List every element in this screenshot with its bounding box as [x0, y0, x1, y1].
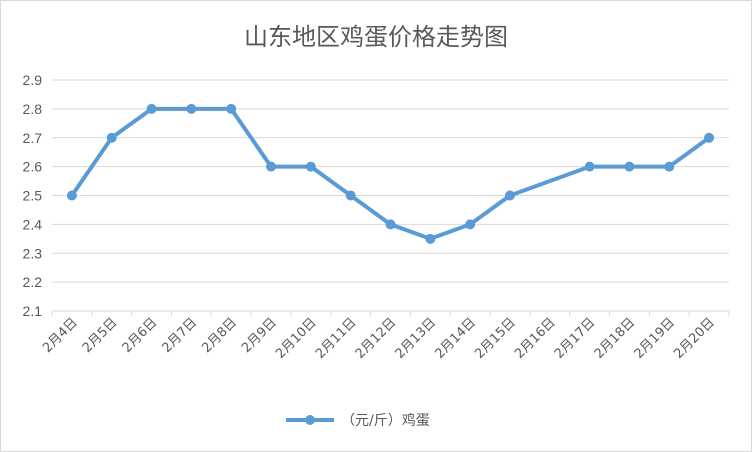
data-point	[106, 132, 117, 143]
series-egg-price	[66, 103, 715, 244]
x-tick-label: 2月5日	[80, 315, 121, 356]
x-tick-label: 2月14日	[432, 315, 479, 362]
chart-title: 山东地区鸡蛋价格走势图	[244, 23, 508, 51]
data-point	[624, 161, 635, 172]
data-point	[345, 190, 356, 201]
y-tick-label: 2.4	[23, 216, 43, 232]
data-point	[305, 161, 316, 172]
legend: （元/斤）鸡蛋	[286, 412, 430, 429]
data-point	[425, 233, 436, 244]
x-tick-label: 2月12日	[353, 315, 400, 362]
x-axis-tick-labels: 2月4日 2月5日 2月6日 2月7日 2月8日 2月9日2月10日2月11日2月12日2…	[40, 315, 718, 362]
x-axis	[51, 310, 730, 316]
data-point	[146, 103, 157, 114]
data-point	[584, 161, 595, 172]
x-tick-label: 2月10日	[273, 315, 320, 362]
x-tick-label: 2月7日	[160, 315, 201, 356]
legend-entry-egg-price: （元/斤）鸡蛋	[341, 412, 430, 429]
y-tick-label: 2.5	[23, 188, 43, 204]
x-tick-label: 2月19日	[632, 315, 679, 362]
data-point	[226, 103, 237, 114]
data-point	[704, 132, 715, 143]
x-tick-label: 2月6日	[120, 315, 161, 356]
x-tick-label: 2月4日	[40, 315, 81, 356]
y-tick-label: 2.7	[23, 130, 43, 146]
x-tick-label: 2月18日	[592, 315, 639, 362]
y-tick-label: 2.6	[23, 159, 43, 175]
y-tick-label: 2.8	[23, 101, 43, 117]
x-tick-label: 2月20日	[671, 315, 718, 362]
x-tick-label: 2月17日	[552, 315, 599, 362]
data-point	[266, 161, 277, 172]
data-point	[465, 219, 476, 230]
data-point	[664, 161, 675, 172]
data-point	[186, 103, 197, 114]
legend-point-marker	[305, 415, 315, 425]
data-point	[385, 219, 396, 230]
y-tick-label: 2.9	[23, 72, 43, 88]
y-tick-label: 2.3	[23, 245, 43, 261]
x-tick-label: 2月16日	[512, 315, 559, 362]
series-line	[69, 106, 712, 241]
y-axis-tick-labels: 2.1 2.2 2.3 2.4 2.5 2.6 2.7 2.8 2.9	[23, 72, 43, 319]
data-point	[66, 190, 77, 201]
x-tick-label: 2月11日	[313, 315, 360, 362]
x-tick-label: 2月13日	[393, 315, 440, 362]
x-tick-label: 2月15日	[472, 315, 519, 362]
y-tick-label: 2.1	[23, 303, 43, 319]
y-tick-label: 2.2	[23, 274, 43, 290]
x-tick-label: 2月8日	[199, 315, 240, 356]
data-point	[504, 190, 515, 201]
